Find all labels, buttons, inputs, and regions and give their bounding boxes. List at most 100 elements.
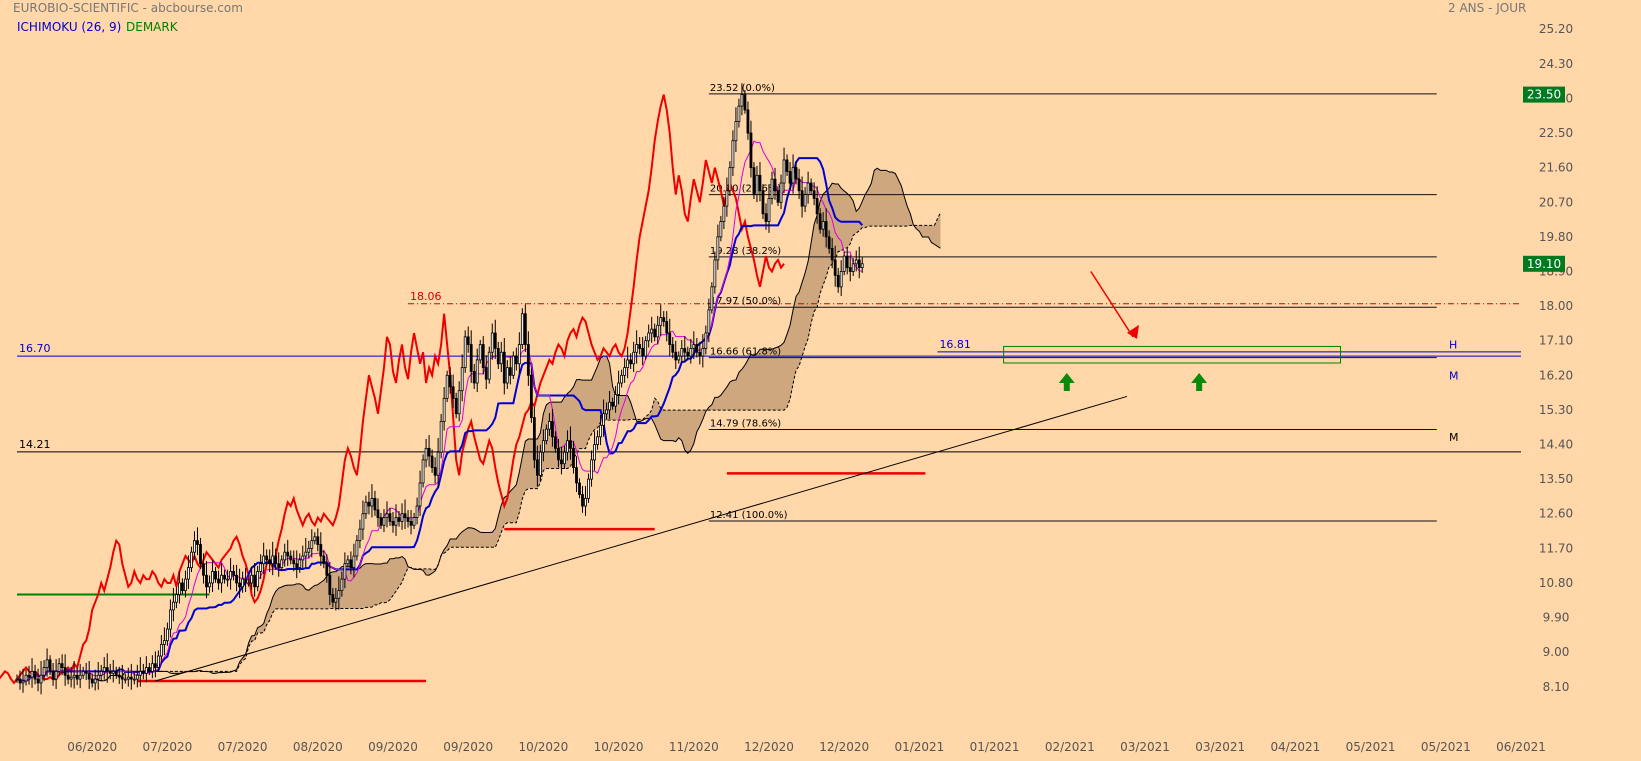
candle	[755, 165, 759, 203]
candle-body	[857, 259, 861, 269]
candle-body	[138, 670, 142, 676]
candle	[427, 435, 431, 467]
candle-body	[277, 563, 281, 568]
candle	[575, 456, 578, 493]
candle-body	[391, 521, 395, 526]
candle	[84, 662, 88, 681]
candle-body	[545, 428, 548, 442]
candle-body	[812, 190, 816, 199]
candle-body	[187, 567, 190, 580]
candle-body	[731, 140, 735, 169]
candle-body	[815, 198, 819, 215]
candle-body	[572, 447, 575, 468]
candle-body	[854, 259, 858, 265]
candle	[352, 543, 356, 578]
candle-body	[605, 409, 608, 415]
candle-body	[105, 667, 109, 672]
candle	[548, 412, 551, 436]
side-label-2: M	[1449, 431, 1459, 444]
candle	[105, 653, 109, 683]
candle	[644, 336, 648, 360]
candle	[740, 83, 744, 116]
x-tick-8: 11/2020	[669, 740, 719, 754]
candle-body	[493, 332, 497, 349]
candle	[710, 282, 714, 314]
candle-body	[620, 374, 624, 384]
candle-body	[271, 555, 275, 565]
candle	[815, 186, 819, 224]
candle-body	[162, 640, 166, 645]
candle-body	[581, 494, 584, 507]
candle-body	[833, 259, 837, 276]
candle	[412, 512, 416, 529]
candle-body	[244, 578, 248, 584]
candle-body	[283, 551, 287, 561]
candle-body	[535, 459, 539, 476]
fib-label-3: 17.97 (50.0%)	[710, 296, 781, 307]
candle-body	[153, 663, 157, 668]
candle-body	[409, 521, 413, 526]
candle-body	[656, 324, 660, 338]
candle-body	[307, 547, 311, 553]
candle	[638, 337, 642, 355]
candle	[650, 316, 654, 343]
candle-body	[75, 674, 79, 680]
candle	[602, 399, 605, 437]
candle	[54, 659, 58, 689]
candle	[120, 664, 124, 689]
ichimoku-cloud-layer	[94, 167, 941, 682]
candle-body	[90, 678, 94, 684]
candle-body	[274, 555, 278, 565]
candle	[665, 311, 669, 342]
candle	[737, 98, 741, 128]
candle-body	[451, 386, 455, 399]
candle-body	[238, 582, 241, 588]
candle-body	[770, 178, 774, 199]
candle	[325, 554, 329, 583]
candle	[48, 655, 52, 676]
y-tick-5: 20.70	[1539, 195, 1573, 209]
candle	[156, 650, 160, 673]
candle	[250, 566, 254, 590]
candle-body	[487, 351, 491, 380]
candle-body	[587, 478, 590, 499]
candle	[445, 370, 449, 403]
candle-body	[526, 344, 530, 376]
candle-body	[178, 582, 181, 595]
candle	[190, 546, 193, 573]
candle-body	[51, 670, 55, 680]
candle	[87, 661, 91, 689]
candle	[72, 661, 76, 689]
candle	[608, 390, 611, 419]
candle-body	[569, 440, 572, 449]
candle-body	[848, 267, 852, 272]
candle	[358, 519, 362, 549]
candle	[457, 381, 461, 422]
candle-body	[755, 174, 759, 195]
candle	[460, 354, 464, 402]
candle-body	[824, 221, 828, 238]
candle	[90, 673, 94, 688]
candle-body	[665, 321, 669, 334]
candle-body	[208, 582, 211, 588]
candle-body	[538, 451, 542, 476]
candle	[132, 672, 136, 685]
candle	[481, 336, 485, 375]
senkou-span-b	[94, 212, 941, 682]
candle-body	[448, 374, 452, 388]
y-tick-17: 9.90	[1543, 611, 1570, 625]
candle	[99, 664, 103, 681]
candle	[478, 339, 482, 364]
candle	[217, 570, 220, 590]
candle-body	[466, 336, 470, 345]
candle	[824, 208, 828, 248]
candle-body	[767, 198, 771, 222]
candle-body	[334, 597, 338, 603]
candle	[496, 341, 500, 369]
candle-body	[460, 367, 464, 392]
candle-body	[701, 347, 705, 357]
candle-body	[72, 674, 76, 678]
candle-body	[289, 555, 293, 561]
candle-body	[27, 674, 31, 678]
candle	[21, 668, 25, 693]
